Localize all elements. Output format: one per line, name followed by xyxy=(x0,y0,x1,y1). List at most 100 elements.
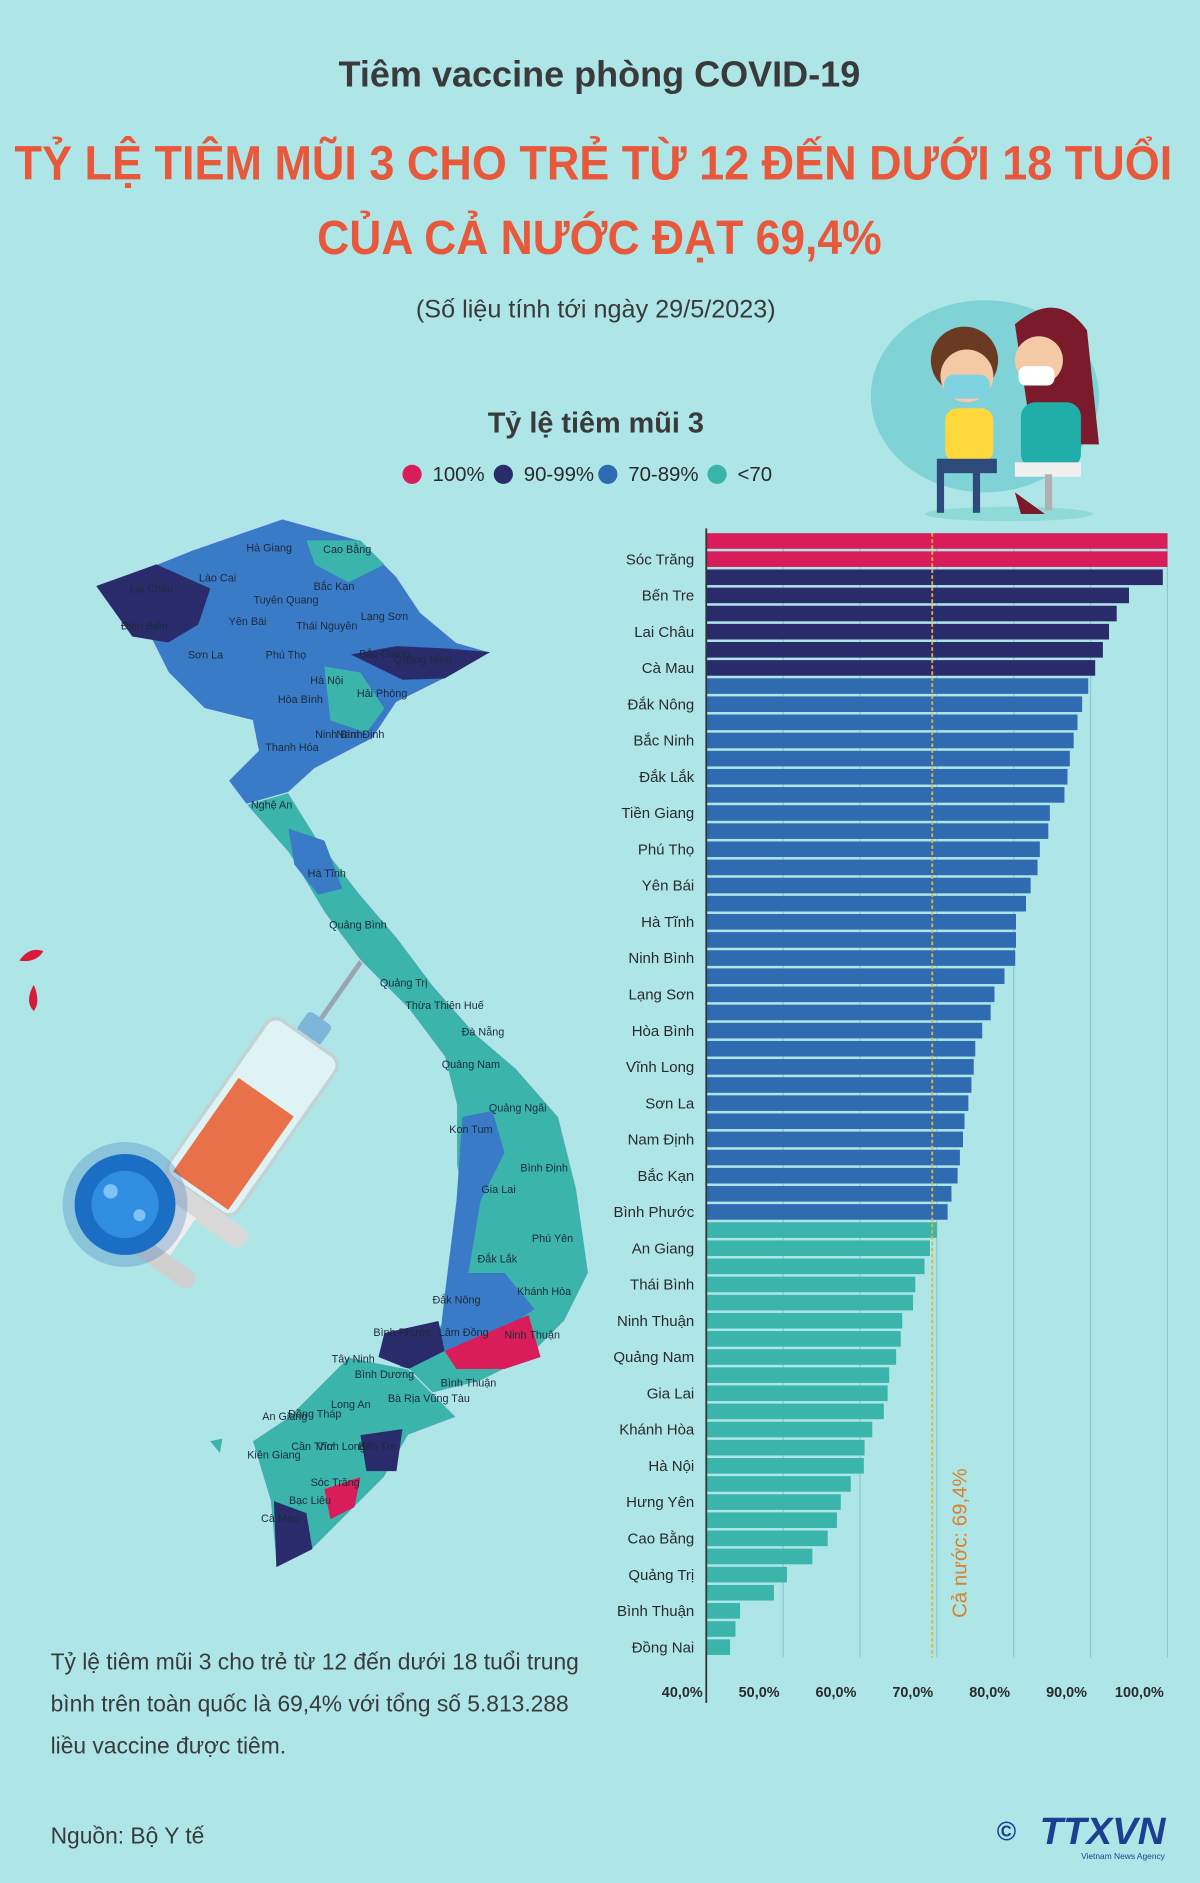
bar xyxy=(706,732,1074,749)
category-label: Hòa Bình xyxy=(632,1023,695,1040)
bar xyxy=(706,1331,901,1347)
map-label: Hà Nội xyxy=(310,675,343,687)
bar xyxy=(706,859,1038,876)
bar xyxy=(706,877,1031,894)
title-line: TỶ LỆ TIÊM MŨI 3 CHO TRẺ TỪ 12 ĐẾN DƯỚI … xyxy=(15,136,1173,191)
bar xyxy=(706,551,1168,567)
illustration xyxy=(870,300,1099,522)
bar xyxy=(706,605,1117,622)
legend-swatch xyxy=(493,464,513,484)
bar xyxy=(706,968,1005,985)
map-label: Thái Nguyên xyxy=(296,621,357,633)
bar xyxy=(706,1276,916,1293)
x-tick-label: 40,0% xyxy=(662,1685,703,1701)
bar xyxy=(706,1312,903,1329)
bar xyxy=(706,1439,865,1456)
x-tick-label: 50,0% xyxy=(739,1685,780,1701)
bar xyxy=(706,750,1070,767)
map-label: Đồng Tháp xyxy=(288,1409,341,1421)
bar xyxy=(706,805,1050,821)
category-label: An Giang xyxy=(632,1240,695,1257)
x-tick-label: 80,0% xyxy=(969,1685,1010,1701)
category-label: Yên Bái xyxy=(642,878,695,895)
map-label: Bắc Giang xyxy=(359,647,409,660)
bar xyxy=(706,1494,841,1510)
bar xyxy=(706,569,1163,586)
bar xyxy=(706,1639,731,1655)
category-label: Phú Thọ xyxy=(638,841,694,858)
bar xyxy=(706,1204,948,1220)
map-label: Quảng Ninh xyxy=(394,654,452,666)
bar xyxy=(706,1458,864,1474)
bar xyxy=(706,1512,837,1529)
category-label: Lạng Sơn xyxy=(629,987,695,1004)
map-label: Điện Biên xyxy=(121,621,168,633)
category-label: Bến Tre xyxy=(642,588,695,605)
bar xyxy=(706,1476,851,1492)
logo-mark: © xyxy=(997,1817,1017,1847)
map-label: Bắc Kạn xyxy=(314,580,355,593)
bar xyxy=(706,1004,991,1021)
category-label: Thái Bình xyxy=(630,1277,694,1294)
map-label: Tuyên Quang xyxy=(253,594,318,606)
bar xyxy=(706,1113,965,1130)
map-label: Thừa Thiên Huế xyxy=(405,1000,483,1012)
bar xyxy=(706,787,1065,803)
bar xyxy=(706,623,1110,640)
map-label: Bình Định xyxy=(520,1162,567,1174)
map-label: Cao Bằng xyxy=(323,543,371,556)
map-label: Ninh Thuận xyxy=(504,1329,560,1341)
map-label: Gia Lai xyxy=(481,1184,515,1196)
legend-label: 90-99% xyxy=(524,464,594,486)
category-label: Đắk Nông xyxy=(628,696,695,713)
category-label: Nam Định xyxy=(628,1132,695,1149)
category-label: Hưng Yên xyxy=(626,1494,694,1511)
header: Tiêm vaccine phòng COVID-19 xyxy=(339,53,861,94)
bar xyxy=(706,1548,813,1565)
map-label: Quảng Trị xyxy=(380,977,427,989)
bar xyxy=(706,1258,925,1275)
bar xyxy=(706,1222,937,1238)
bar xyxy=(706,696,1083,713)
map-label: Hòa Bình xyxy=(278,694,323,706)
bar xyxy=(706,678,1089,694)
map-label: Ninh Bình xyxy=(315,729,362,741)
map-label: Bà Rịa Vũng Tàu xyxy=(388,1393,470,1405)
map-label: Sơn La xyxy=(188,650,223,662)
bar xyxy=(706,950,1016,966)
map-label: Phú Thọ xyxy=(266,650,307,662)
logo-tagline: Vietnam News Agency xyxy=(1081,1851,1166,1861)
map-label: Hà Tĩnh xyxy=(308,868,346,880)
map-labels: Hà Giang Cao Bằng Lào Cai Bắc Kạn Lai Châu Tu… xyxy=(121,543,573,1525)
map-label: Đà Nẵng xyxy=(462,1026,505,1039)
map-label: Lai Châu xyxy=(130,583,173,595)
map-label: Quảng Nam xyxy=(442,1059,500,1071)
map-label: Yên Bái xyxy=(229,616,267,628)
bar xyxy=(706,587,1129,604)
category-label: Vĩnh Long xyxy=(626,1059,694,1076)
map-label: Đắk Nông xyxy=(432,1293,480,1306)
bar xyxy=(706,1040,976,1057)
category-label: Đắk Lắk xyxy=(639,769,695,786)
map-label: Bạc Liêu xyxy=(289,1495,331,1507)
bar xyxy=(706,1059,974,1075)
category-label: Bình Phước xyxy=(614,1204,695,1221)
map-label: Lào Cai xyxy=(199,573,236,585)
category-label: Khánh Hòa xyxy=(619,1422,695,1439)
category-label: Cao Bằng xyxy=(628,1531,695,1548)
category-label: Quảng Nam xyxy=(613,1349,694,1366)
map-label: Khánh Hòa xyxy=(517,1286,571,1298)
map-label: Kon Tum xyxy=(449,1124,492,1136)
map-label: Bình Thuận xyxy=(441,1377,497,1389)
legend-label: 100% xyxy=(432,464,484,486)
bar xyxy=(706,841,1040,858)
bar xyxy=(706,1095,969,1111)
map-label: Đắk Lắk xyxy=(478,1253,518,1266)
bar xyxy=(706,895,1027,912)
x-tick-label: 100,0% xyxy=(1115,1685,1164,1701)
map-label: Hà Giang xyxy=(246,543,292,555)
map-label: Quảng Bình xyxy=(329,920,387,932)
subtitle: (Số liệu tính tới ngày 29/5/2023) xyxy=(416,296,776,324)
